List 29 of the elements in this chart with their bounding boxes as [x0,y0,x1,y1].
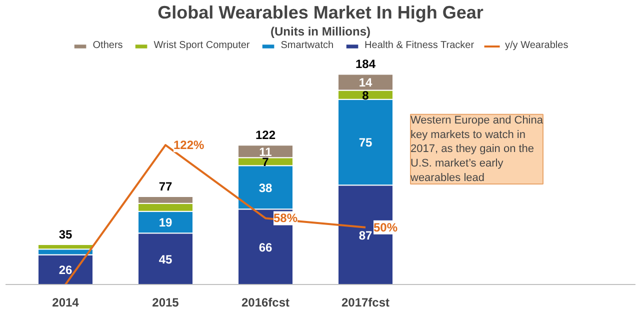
data-label: 11 [259,144,272,159]
legend-label: Smartwatch [280,40,334,51]
total-label: 77 [158,180,172,194]
total-label: 184 [355,57,376,72]
chart-title: Global Wearables Market In High Gear [158,2,484,22]
text: (Units in Millions) [270,24,371,38]
data-label: 38 [258,180,272,195]
data-label: 19 [158,216,172,230]
x-tick-label: 2017fcst [341,296,390,310]
x-tick-label: 2016fcst [241,296,290,310]
legend-label: Health & Fitness Tracker [364,40,474,51]
data-label: 75 [358,136,372,150]
data-label: 8 [362,88,370,102]
data-label: 58% [274,211,298,226]
data-label: 45 [158,252,172,266]
legend-label: y/y Wearables [505,40,568,51]
data-label: 14 [358,76,372,90]
data-label: 26 [58,263,72,278]
total-label: 35 [58,228,72,242]
x-tick-label: 2015 [152,296,180,310]
total-label: 122 [255,128,276,142]
data-label: 87 [358,228,372,242]
data-label: 50% [374,220,398,234]
x-tick-label: 2014 [52,296,80,310]
data-label: 66 [258,240,272,254]
annotation: Western Europe and China key markets to watch in 2017, as they gain on the U.S. market’s early wearables lead [410,114,544,184]
legend-label: Wrist Sport Computer [154,40,250,51]
data-label: 122% [174,138,205,152]
legend-label: Others [92,40,123,51]
